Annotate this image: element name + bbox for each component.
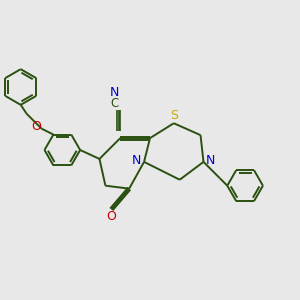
Text: O: O bbox=[106, 210, 116, 224]
Text: C: C bbox=[110, 97, 118, 110]
Text: N: N bbox=[110, 85, 119, 98]
Text: N: N bbox=[206, 154, 216, 167]
Text: S: S bbox=[170, 109, 178, 122]
Text: N: N bbox=[132, 154, 141, 167]
Text: O: O bbox=[31, 120, 41, 133]
